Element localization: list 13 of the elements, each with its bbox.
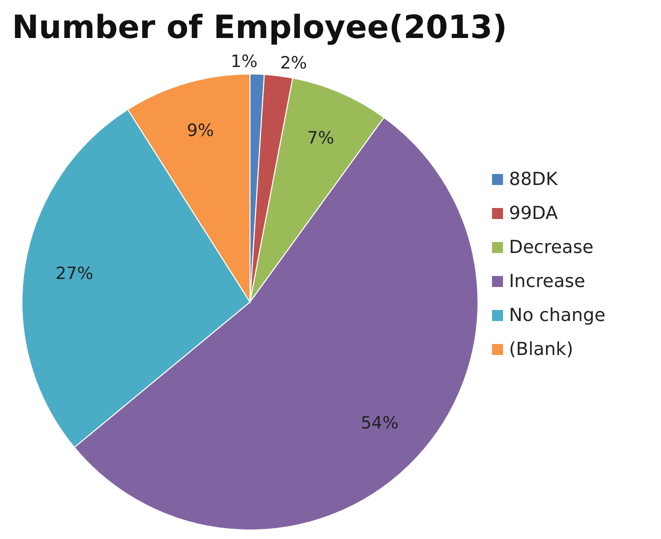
legend-label: (Blank) bbox=[509, 338, 574, 360]
legend-label: 88DK bbox=[509, 168, 559, 190]
data-label: 27% bbox=[55, 264, 94, 284]
legend-label: No change bbox=[509, 304, 606, 326]
data-label: 9% bbox=[186, 120, 214, 141]
data-label: 54% bbox=[360, 413, 399, 434]
chart-title: Number of Employee(2013) bbox=[12, 8, 508, 46]
legend-label: 99DA bbox=[509, 202, 558, 224]
legend-label: Increase bbox=[509, 270, 586, 292]
data-label: 2% bbox=[280, 54, 308, 74]
data-label: 7% bbox=[307, 128, 334, 148]
data-label: 1% bbox=[230, 52, 258, 72]
legend-label: Decrease bbox=[509, 236, 594, 258]
